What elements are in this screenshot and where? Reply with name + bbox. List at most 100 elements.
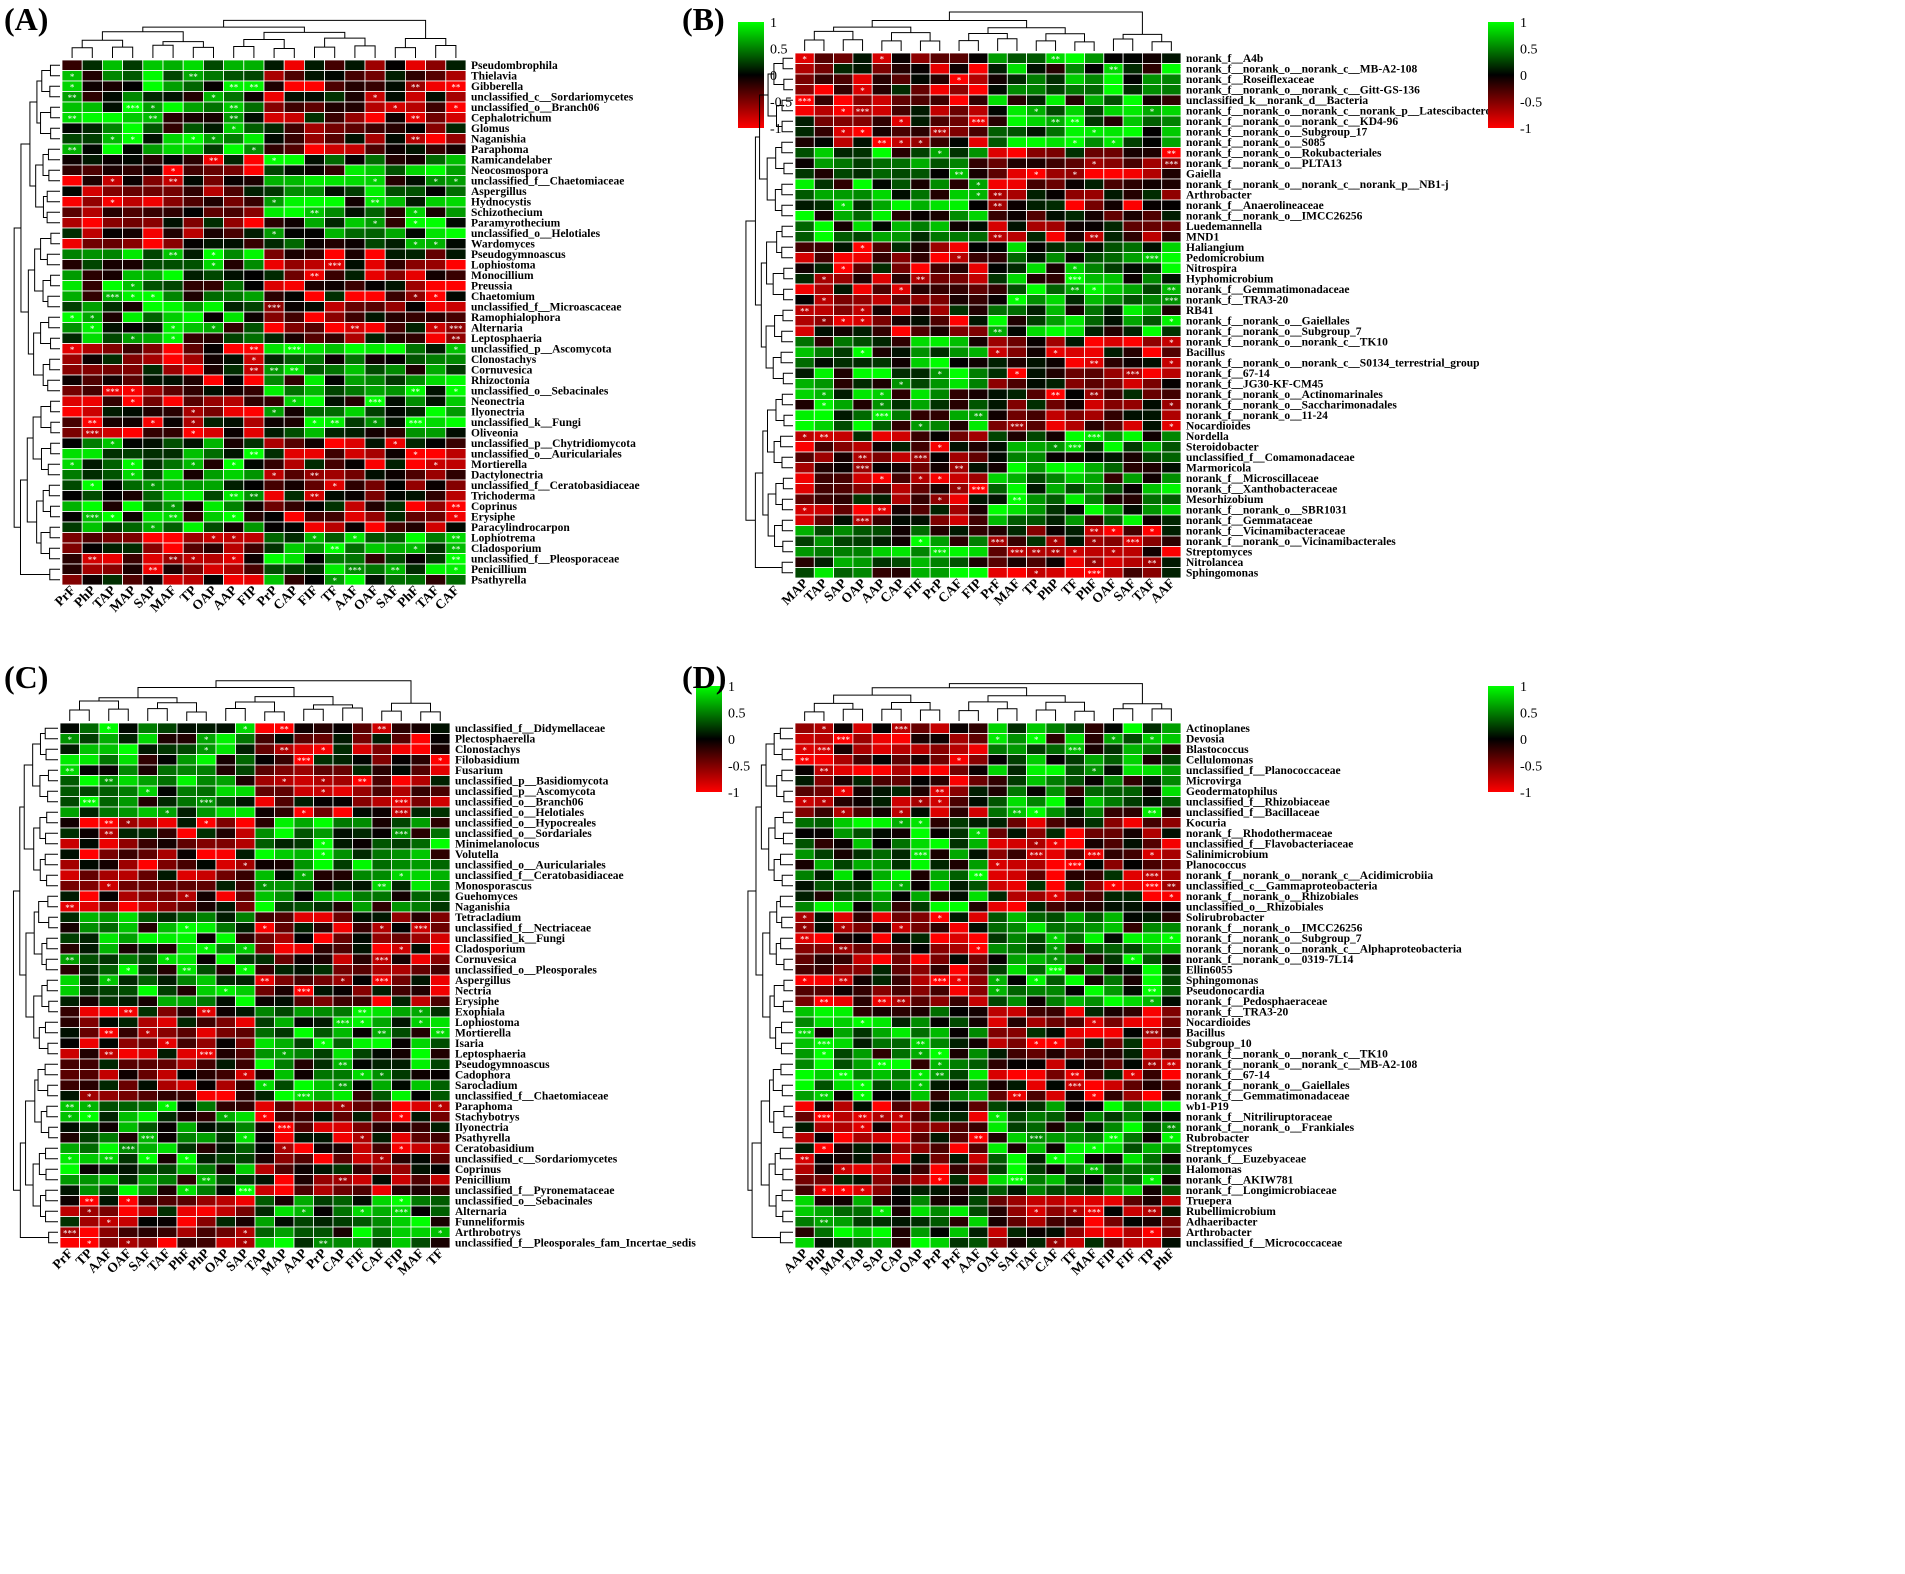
heatmap-cell (891, 953, 912, 965)
heatmap-cell (344, 448, 366, 460)
heatmap-cell (1084, 1111, 1105, 1123)
heatmap-cell (1084, 1037, 1105, 1049)
dendrogram-branch (46, 253, 60, 266)
significance-mark: * (433, 324, 438, 334)
heatmap-cell (332, 964, 353, 976)
heatmap-cell (293, 932, 314, 944)
heatmap-cell (313, 859, 334, 871)
heatmap-cell (929, 953, 950, 965)
heatmap-cell (910, 325, 931, 337)
heatmap-cell (968, 1016, 989, 1028)
heatmap-cell (1026, 210, 1047, 222)
heatmap-cell (196, 838, 217, 850)
heatmap-cell (157, 1153, 178, 1165)
heatmap-cell (852, 504, 873, 516)
significance-mark: * (380, 1155, 385, 1165)
heatmap-cell (1142, 315, 1163, 327)
heatmap-cell (352, 1058, 373, 1070)
significance-mark: * (1092, 538, 1097, 548)
heatmap-cell (404, 427, 426, 439)
dendrogram-branch (782, 477, 793, 490)
heatmap-cell (1122, 105, 1143, 117)
heatmap-cell (794, 73, 815, 85)
heatmap-cell (332, 943, 353, 955)
heatmap-cell (852, 73, 873, 85)
heatmap-cell (871, 157, 892, 169)
heatmap-cell (137, 953, 158, 965)
heatmap-cell (223, 542, 245, 554)
heatmap-cell (263, 122, 285, 134)
heatmap-cell (102, 553, 124, 565)
significance-mark: ** (1090, 527, 1100, 537)
significance-mark: * (380, 1071, 385, 1081)
heatmap-cell (968, 1006, 989, 1018)
heatmap-cell (871, 304, 892, 316)
heatmap-cell (404, 248, 426, 260)
heatmap-cell (1103, 262, 1124, 274)
heatmap-cell (1142, 743, 1163, 755)
heatmap-cell (1122, 252, 1143, 264)
heatmap-cell (910, 52, 931, 64)
significance-mark: * (165, 956, 170, 966)
significance-mark: *** (278, 1124, 292, 1134)
significance-mark: *** (1165, 160, 1179, 170)
heatmap-cell (929, 859, 950, 871)
heatmap-cell (871, 189, 892, 201)
significance-mark: * (1169, 359, 1174, 369)
significance-mark: *** (1087, 433, 1101, 443)
heatmap-cell (196, 869, 217, 881)
heatmap-cell (293, 1037, 314, 1049)
heatmap-cell (118, 932, 139, 944)
heatmap-cell (344, 70, 366, 82)
heatmap-cell (59, 1205, 80, 1217)
heatmap-cell (910, 1100, 931, 1112)
heatmap-cell (833, 859, 854, 871)
heatmap-cell (891, 1006, 912, 1018)
heatmap-cell (1142, 178, 1163, 190)
significance-mark: ** (229, 492, 239, 502)
heatmap-cell (891, 932, 912, 944)
heatmap-cell (410, 1174, 431, 1186)
heatmap-cell (1161, 304, 1182, 316)
heatmap-cell (852, 1058, 873, 1070)
heatmap-cell (364, 185, 386, 197)
significance-mark: * (1015, 370, 1020, 380)
row-label: Lophiostoma (455, 1017, 520, 1029)
row-label: norank_f__norank_o__norank_c__Alphaprote… (1186, 944, 1462, 956)
heatmap-cell (364, 143, 386, 155)
significance-mark: ** (858, 1113, 868, 1123)
heatmap-cell (949, 105, 970, 117)
heatmap-cell (324, 91, 346, 103)
heatmap-cell (352, 1048, 373, 1060)
heatmap-cell (81, 395, 103, 407)
heatmap-cell (235, 1100, 256, 1112)
heatmap-cell (263, 164, 285, 176)
heatmap-cell (352, 1153, 373, 1165)
heatmap-cell (1122, 1216, 1143, 1228)
heatmap-cell (1103, 94, 1124, 106)
row-label: Minimelanolocus (455, 839, 540, 851)
significance-mark: * (204, 945, 209, 955)
heatmap-cell (910, 1142, 931, 1154)
row-label: MND1 (1186, 232, 1219, 244)
heatmap-cell (202, 164, 224, 176)
heatmap-cell (833, 985, 854, 997)
heatmap-cell (303, 322, 325, 334)
heatmap-cell (813, 890, 834, 902)
heatmap-cell (410, 775, 431, 787)
heatmap-cell (794, 451, 815, 463)
heatmap-cell (243, 427, 265, 439)
heatmap-cell (196, 1226, 217, 1238)
heatmap-cell (1026, 147, 1047, 159)
heatmap-cell (891, 796, 912, 808)
heatmap-cell (384, 385, 406, 397)
significance-mark: * (272, 156, 277, 166)
heatmap-cell (968, 995, 989, 1007)
heatmap-cell (98, 1121, 119, 1133)
heatmap-cell (1064, 1184, 1085, 1196)
heatmap-cell (1142, 1153, 1163, 1165)
heatmap-cell (1064, 462, 1085, 474)
heatmap-cell (157, 922, 178, 934)
heatmap-cell (364, 290, 386, 302)
heatmap-cell (384, 406, 406, 418)
